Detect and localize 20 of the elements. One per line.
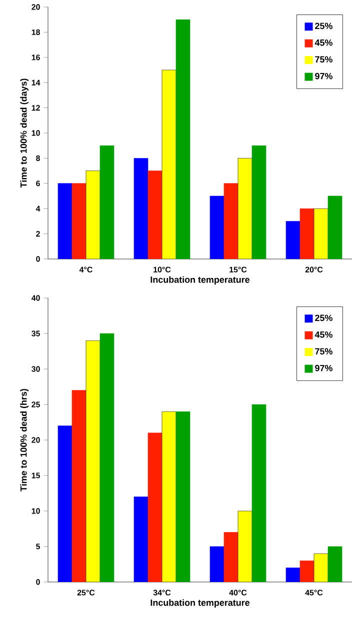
legend-label: 45% (314, 331, 332, 338)
legend-label: 75% (315, 56, 332, 63)
bar (162, 411, 176, 582)
bar (162, 70, 176, 259)
legend-label: 25% (315, 22, 332, 30)
bar (86, 340, 100, 582)
bar (314, 208, 328, 259)
x-axis-title: Incubation temperature (150, 599, 250, 608)
y-axis-title: Time to 100% dead (days) (20, 78, 29, 188)
x-axis-title: Incubation temperature (150, 276, 250, 285)
bar (86, 170, 100, 259)
legend-label: 25% (315, 314, 332, 322)
legend-label: 97% (315, 72, 332, 80)
legend-label: 97% (315, 364, 332, 372)
legend-label: 45% (314, 39, 332, 46)
bar (314, 553, 328, 582)
bar (238, 158, 252, 259)
bar (238, 510, 252, 582)
legend-label: 75% (315, 348, 332, 354)
y-axis-title: Time to 100% dead (hrs) (20, 388, 29, 492)
